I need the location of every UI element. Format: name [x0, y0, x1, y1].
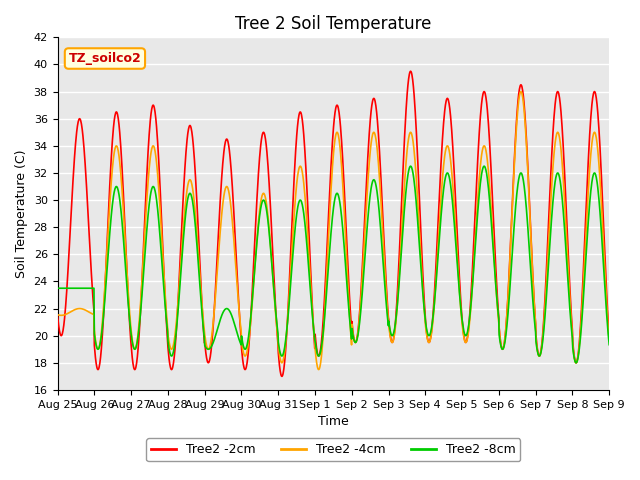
Y-axis label: Soil Temperature (C): Soil Temperature (C) [15, 149, 28, 278]
Legend: Tree2 -2cm, Tree2 -4cm, Tree2 -8cm: Tree2 -2cm, Tree2 -4cm, Tree2 -8cm [147, 438, 520, 461]
Text: TZ_soilco2: TZ_soilco2 [68, 52, 141, 65]
Title: Tree 2 Soil Temperature: Tree 2 Soil Temperature [235, 15, 431, 33]
X-axis label: Time: Time [318, 415, 349, 428]
